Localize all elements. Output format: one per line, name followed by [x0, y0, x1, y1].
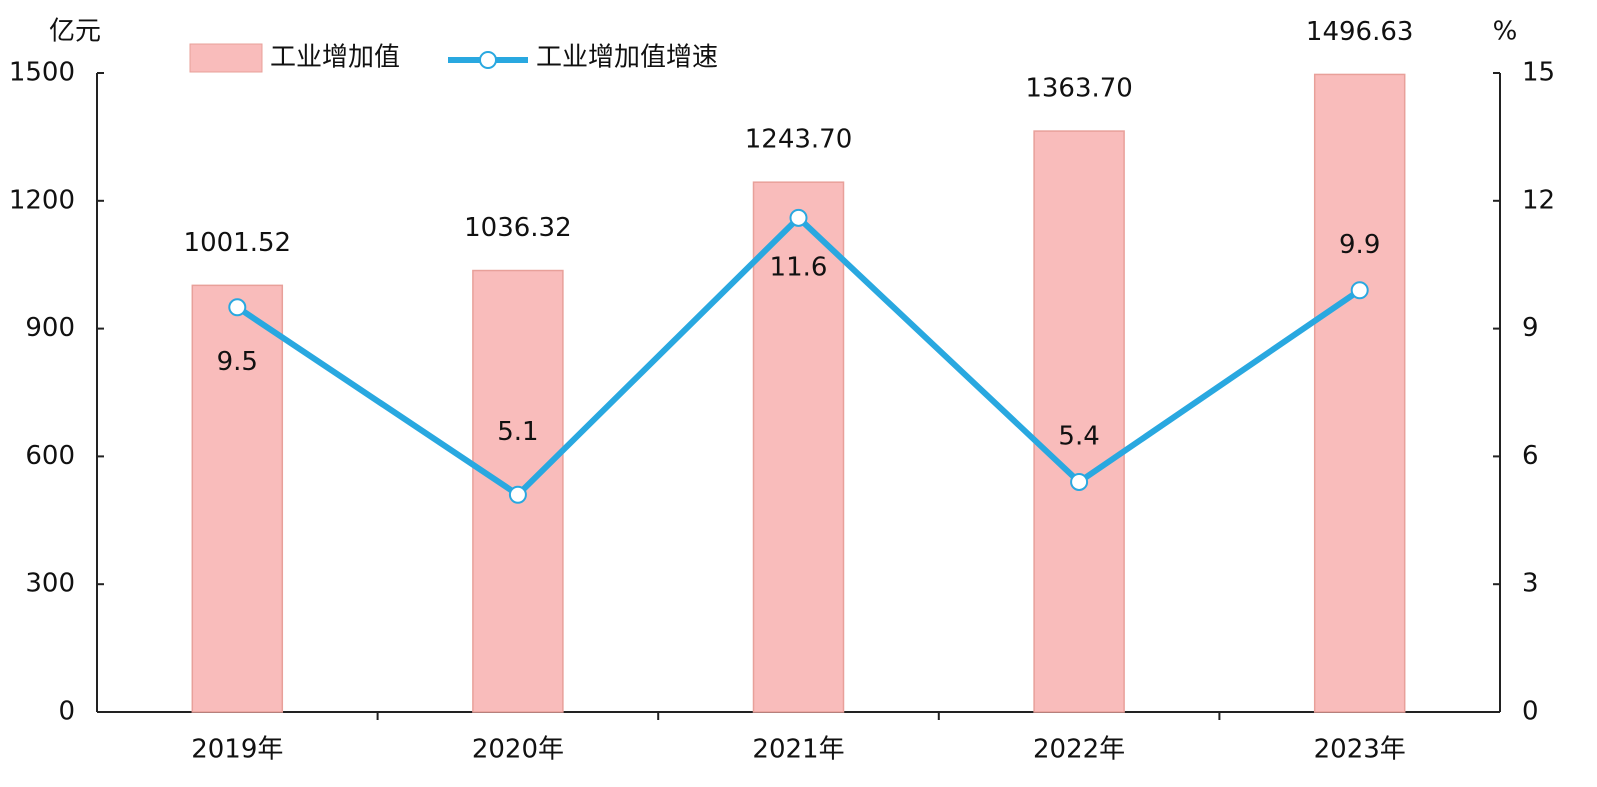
x-tick-label: 2022年 — [1033, 735, 1125, 765]
y2-tick-label: 15 — [1522, 58, 1555, 88]
line-marker — [1350, 281, 1369, 300]
line-marker — [1070, 472, 1089, 491]
legend-label: 工业增加值 — [270, 43, 400, 73]
bar — [1033, 130, 1125, 713]
line-value-label: 9.9 — [1339, 230, 1380, 260]
line-marker — [508, 485, 527, 504]
bar — [1313, 73, 1406, 713]
y-tick-label: 1500 — [9, 58, 75, 88]
bar — [752, 181, 845, 713]
bar-value-label: 1496.63 — [1306, 17, 1414, 47]
y-tick-label: 1200 — [9, 185, 75, 215]
x-tick-label: 2021年 — [752, 735, 844, 765]
y2-axis-label: % — [1493, 17, 1518, 47]
y-tick-label: 0 — [58, 697, 75, 727]
y2-tick-label: 3 — [1522, 569, 1539, 599]
legend-swatch — [189, 43, 263, 73]
bar-value-label: 1243.70 — [745, 125, 853, 155]
legend-label: 工业增加值增速 — [536, 43, 718, 73]
y2-tick-label: 9 — [1522, 313, 1539, 343]
y-tick-label: 300 — [25, 569, 75, 599]
y2-tick-label: 6 — [1522, 441, 1539, 471]
line-value-label: 5.1 — [497, 417, 538, 447]
bar — [191, 284, 284, 713]
line-value-label: 5.4 — [1058, 421, 1099, 451]
line-marker — [789, 208, 808, 227]
bar-value-label: 1036.32 — [464, 213, 572, 243]
y-tick-label: 900 — [25, 313, 75, 343]
legend-marker — [479, 51, 497, 69]
x-tick-label: 2020年 — [472, 735, 564, 765]
y-axis-label: 亿元 — [49, 17, 101, 47]
y2-tick-label: 0 — [1522, 697, 1539, 727]
bar-value-label: 1363.70 — [1025, 74, 1133, 104]
y2-tick-label: 12 — [1522, 185, 1555, 215]
line-value-label: 11.6 — [770, 252, 828, 282]
y-tick-label: 600 — [25, 441, 75, 471]
bar-value-label: 1001.52 — [184, 228, 292, 258]
x-tick-label: 2019年 — [191, 735, 283, 765]
x-tick-label: 2023年 — [1314, 735, 1406, 765]
line-marker — [228, 298, 247, 317]
line-value-label: 9.5 — [217, 347, 258, 377]
